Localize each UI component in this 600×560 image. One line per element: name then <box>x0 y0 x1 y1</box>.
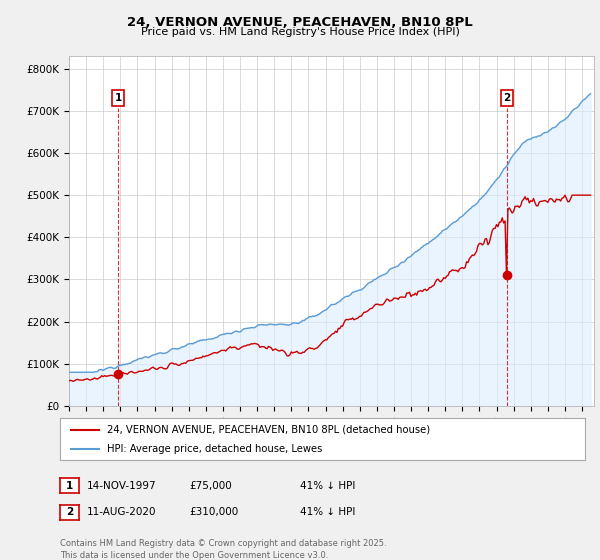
Text: 14-NOV-1997: 14-NOV-1997 <box>87 480 157 491</box>
Text: 41% ↓ HPI: 41% ↓ HPI <box>300 507 355 517</box>
Text: 41% ↓ HPI: 41% ↓ HPI <box>300 480 355 491</box>
Text: 2: 2 <box>66 507 73 517</box>
Text: HPI: Average price, detached house, Lewes: HPI: Average price, detached house, Lewe… <box>107 444 323 454</box>
Text: £310,000: £310,000 <box>189 507 238 517</box>
Text: Contains HM Land Registry data © Crown copyright and database right 2025.
This d: Contains HM Land Registry data © Crown c… <box>60 539 386 559</box>
Text: 1: 1 <box>66 480 73 491</box>
Text: 1: 1 <box>115 93 122 103</box>
Text: 24, VERNON AVENUE, PEACEHAVEN, BN10 8PL: 24, VERNON AVENUE, PEACEHAVEN, BN10 8PL <box>127 16 473 29</box>
Text: Price paid vs. HM Land Registry's House Price Index (HPI): Price paid vs. HM Land Registry's House … <box>140 27 460 37</box>
Text: 11-AUG-2020: 11-AUG-2020 <box>87 507 157 517</box>
Text: £75,000: £75,000 <box>189 480 232 491</box>
Text: 24, VERNON AVENUE, PEACEHAVEN, BN10 8PL (detached house): 24, VERNON AVENUE, PEACEHAVEN, BN10 8PL … <box>107 424 430 435</box>
Text: 2: 2 <box>503 93 511 103</box>
